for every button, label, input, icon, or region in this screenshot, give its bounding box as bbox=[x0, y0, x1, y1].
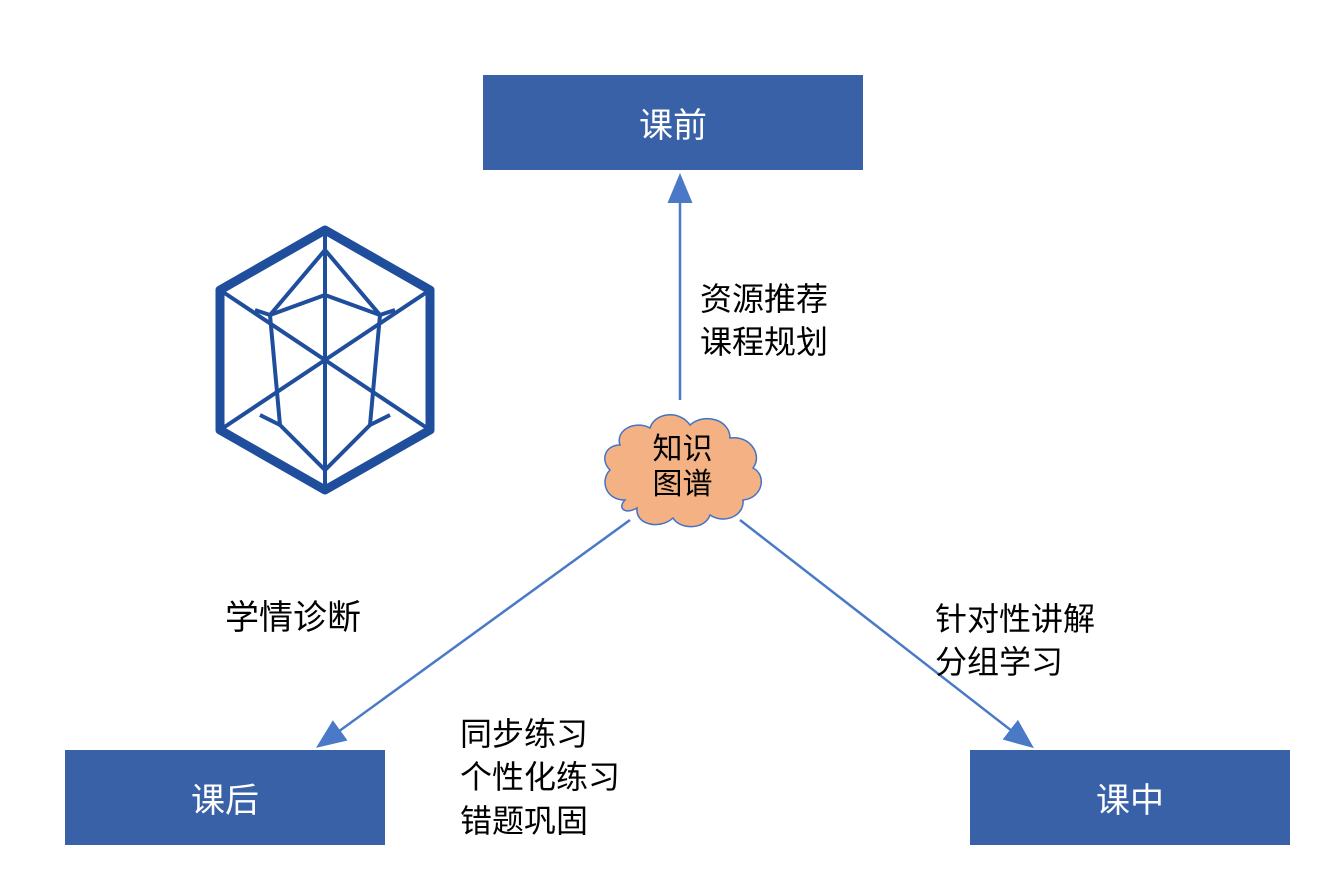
hexagon-geometric-icon bbox=[200, 215, 450, 505]
node-center-cloud: 知识 图谱 bbox=[595, 400, 770, 535]
node-top-label: 课前 bbox=[639, 98, 707, 147]
cloud-label-line2: 图谱 bbox=[653, 468, 713, 503]
edge-label-left-text: 同步练习 个性化练习 错题巩固 bbox=[460, 716, 620, 838]
icon-label: 学情诊断 bbox=[225, 550, 361, 642]
edge-label-top-text: 资源推荐 课程规划 bbox=[700, 281, 828, 360]
node-bottom-left-label: 课后 bbox=[191, 773, 259, 822]
edge-label-right: 针对性讲解 分组学习 bbox=[935, 555, 1095, 685]
edge-label-right-text: 针对性讲解 分组学习 bbox=[935, 601, 1095, 680]
cloud-label-line1: 知识 bbox=[653, 433, 713, 468]
icon-label-text: 学情诊断 bbox=[225, 599, 361, 637]
node-bottom-right: 课中 bbox=[970, 750, 1290, 845]
node-top: 课前 bbox=[483, 75, 863, 170]
edge-label-top: 资源推荐 课程规划 bbox=[700, 235, 828, 365]
node-bottom-left: 课后 bbox=[65, 750, 385, 845]
edge-label-left: 同步练习 个性化练习 错题巩固 bbox=[460, 670, 620, 843]
node-bottom-right-label: 课中 bbox=[1096, 773, 1164, 822]
